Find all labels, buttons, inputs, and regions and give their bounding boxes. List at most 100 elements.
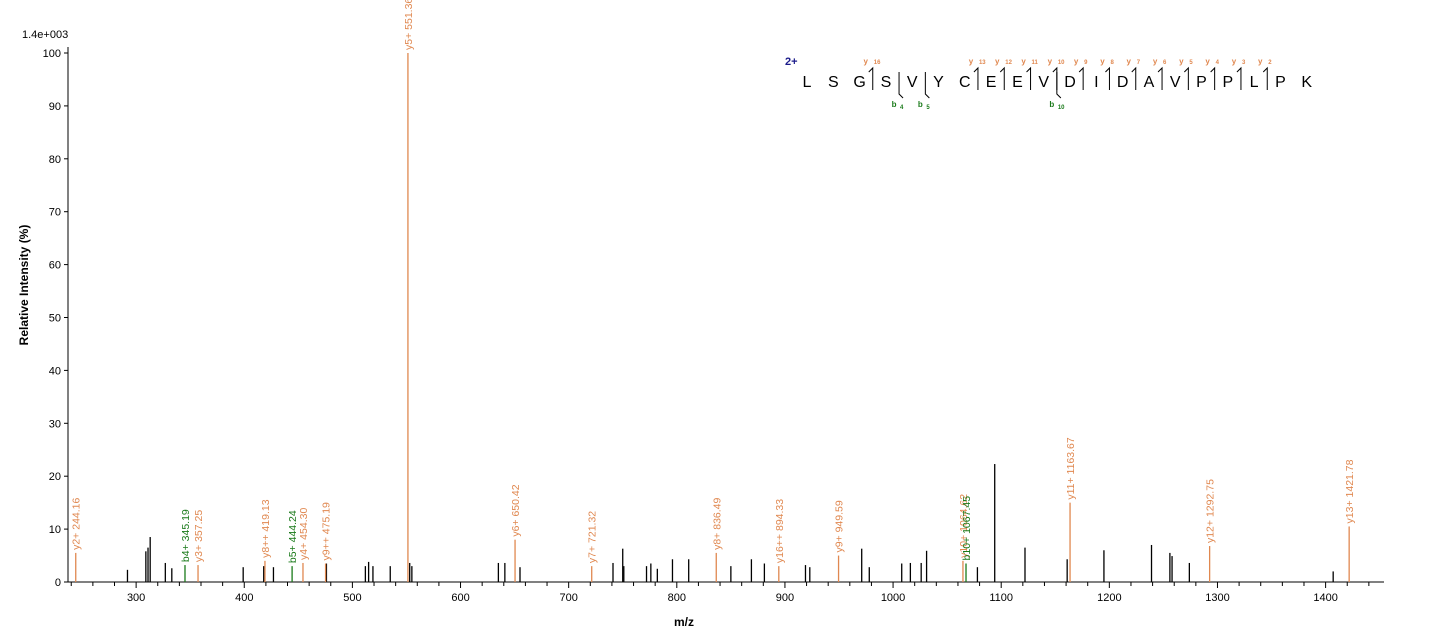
y-fragment-index: 13 [979,60,986,66]
b-fragment-bracket [924,72,930,99]
y-fragment-bracket [1131,66,1137,90]
y-fragment-bracket [1078,66,1084,90]
x-tick-label: 1000 [881,592,905,604]
y-fragment-label: y [1048,57,1053,66]
b-fragment-index: 5 [926,105,930,111]
y-fragment-label: y [1153,57,1158,66]
x-tick-label: 1200 [1097,592,1121,604]
y-fragment-label: y [1232,57,1237,66]
y-fragment-index: 12 [1005,60,1012,66]
peak-label: y8++ 419.13 [260,499,272,558]
residue: S [881,74,892,91]
y-fragment-label: y [1074,57,1079,66]
y-fragment-bracket [1236,66,1242,90]
y-fragment-index: 3 [1242,60,1246,66]
residue: G [853,74,865,91]
charge-state: 2+ [785,56,798,68]
y-fragment-index: 5 [1189,60,1193,66]
peak-label: b10+ 1067.45 [961,496,973,561]
b-fragment-bracket [898,72,904,99]
peak-label: y13+ 1421.78 [1344,459,1356,523]
y-fragment-bracket [1262,66,1268,90]
spectrum-peaks [75,53,1350,582]
y-fragment-bracket [1105,66,1110,90]
x-tick-label: 1300 [1205,592,1229,604]
residue: A [1144,74,1155,91]
y-tick-label: 40 [49,365,61,377]
x-tick-label: 800 [668,592,686,604]
y-fragment-label: y [1127,57,1132,66]
y-tick-label: 20 [49,471,61,483]
y-fragment-bracket [1157,66,1163,90]
y-fragment-bracket [1026,66,1032,90]
residue: I [1094,74,1098,91]
y-tick-label: 60 [49,260,61,272]
y-fragment-label: y [995,57,1000,66]
x-tick-label: 1100 [989,592,1013,604]
y-fragment-index: 2 [1268,60,1272,66]
x-axis-title: m/z [674,615,694,629]
b-fragment-label: b [892,100,897,109]
y-tick-label: 100 [43,48,61,60]
residue: L [1250,74,1259,91]
svg-text:Relative Intensity (%): Relative Intensity (%) [17,225,31,346]
peak-label: y7+ 721.32 [587,511,599,563]
chart-axes: 0 10 20 30 40 50 60 70 80 90 100 300 400 500 600 700 800… [43,47,1384,604]
b-fragment-index: 10 [1058,105,1065,111]
peak-label: y8+ 836.49 [711,497,723,549]
peak-label: b5+ 444.24 [287,510,299,563]
x-tick-label: 300 [127,592,145,604]
y-fragment-index: 11 [1032,60,1039,66]
peak-annotations: y2+ 244.16 b4+ 345.19 y3+ 357.25 y8++ 419.1… [71,0,1356,563]
x-tick-label: 600 [451,592,469,604]
peak-label: y4+ 454.30 [298,508,310,560]
peak-label: y9++ 475.19 [321,502,333,561]
b-fragment-index: 4 [900,105,904,111]
x-tick-label: 700 [559,592,577,604]
residue: C [959,74,971,91]
residue: P [1275,74,1286,91]
y-tick-label: 90 [49,101,61,113]
residue: P [1222,74,1233,91]
y-fragment-index: 9 [1084,60,1088,66]
y-fragment-index: 6 [1163,60,1167,66]
y-fragment-label: y [1021,57,1026,66]
y-fragment-index: 7 [1137,60,1141,66]
peak-label: y10+ 1064.62 [958,494,970,558]
b-fragment-label: b [918,100,923,109]
y-fragment-index: 10 [1058,60,1065,66]
y-tick-label: 0 [55,577,61,589]
residue: V [1038,74,1049,91]
peptide-sequence-map: 2+L S G S V Y C E E V D I D A V P P L P Ky 16 y 13 y 12 y 11 y 10 y 9 y… [785,56,1312,111]
y-tick-label: 10 [49,524,61,536]
y-fragment-index: 16 [874,60,881,66]
y-fragment-label: y [1179,57,1184,66]
peak-label: y2+ 244.16 [71,497,83,549]
y-fragment-bracket [999,66,1005,90]
peak-label: y9+ 949.59 [834,500,846,552]
residue: E [986,74,997,91]
peak-label: b4+ 345.19 [180,509,192,562]
peak-label: y11+ 1163.67 [1065,437,1077,500]
y-fragment-bracket [1052,66,1058,90]
residue: P [1196,74,1207,91]
y-fragment-label: y [1100,57,1105,66]
residue: L [803,74,812,91]
peak-label: y16++ 894.33 [774,499,786,563]
peak-label: y5+ 551.36 [403,0,415,50]
y-fragment-index: 8 [1110,60,1114,66]
y-tick-label: 70 [49,207,61,219]
y-tick-label: 30 [49,418,61,430]
y-fragment-label: y [969,57,974,66]
peak-label: y3+ 357.25 [193,510,205,562]
b-fragment-bracket [1056,72,1062,99]
x-tick-label: 400 [235,592,253,604]
x-tick-label: 1400 [1313,592,1337,604]
peak-label: y6+ 650.42 [510,484,522,536]
y-fragment-index: 4 [1216,60,1220,66]
residue: D [1064,74,1076,91]
x-tick-label: 900 [776,592,794,604]
peak-label: y12+ 1292.75 [1205,479,1217,543]
residue: S [828,74,839,91]
